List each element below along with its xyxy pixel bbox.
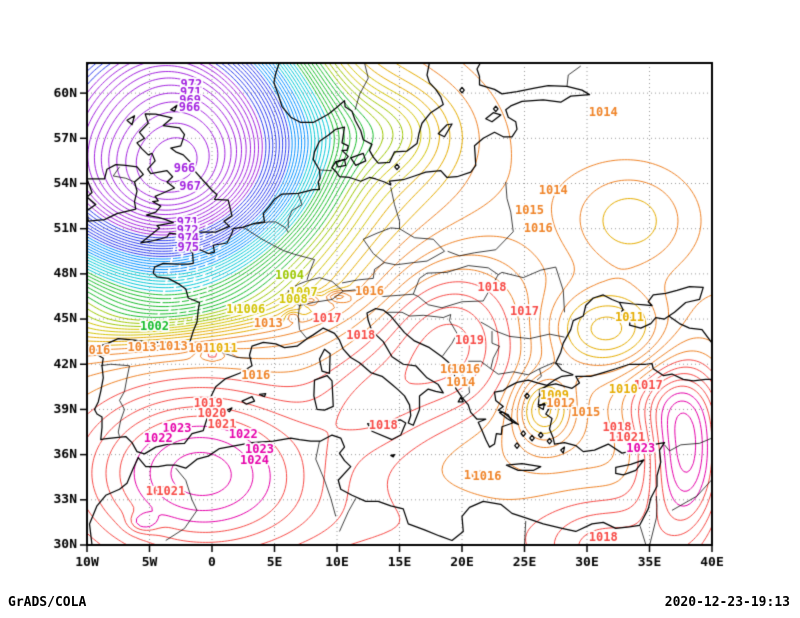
render-timestamp: 2020-12-23-19:13 (664, 595, 790, 610)
grads-credit: GrADS/COLA (8, 595, 87, 610)
